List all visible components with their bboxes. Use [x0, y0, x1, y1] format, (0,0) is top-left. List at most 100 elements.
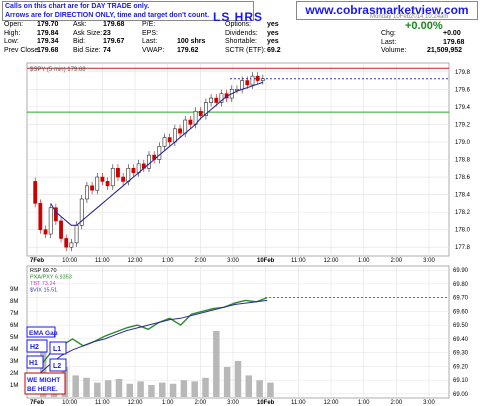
- dividends-label: Dividends:: [225, 29, 258, 37]
- price-candle: [74, 224, 79, 244]
- volume-bar: [180, 380, 188, 397]
- last-value: 179.68: [443, 38, 465, 46]
- price-x-tick-label: 2:00: [194, 258, 206, 264]
- price-axis-ticks: 177.8 178.0 178.2 178.4 178.6 178.8 179.0 179.2…: [455, 70, 471, 251]
- price-candle: [53, 207, 58, 222]
- pct-change: +0.00%: [405, 20, 443, 32]
- price-x-tick-label: 12:00: [323, 258, 339, 264]
- price-candle: [90, 185, 94, 191]
- price-candle: [33, 181, 38, 204]
- price-candle: [121, 176, 126, 182]
- price-candle: [204, 102, 208, 116]
- h2-label: H2: [30, 344, 39, 351]
- indicator-x-tick-label: 7Feb: [30, 400, 44, 406]
- volume-bar: [245, 375, 253, 397]
- price-candle: [69, 242, 74, 248]
- price-candle: [209, 97, 213, 103]
- price-candle: [162, 137, 167, 147]
- ask-value: 179.68: [103, 21, 125, 28]
- price-x-tick-label: 11:00: [95, 258, 110, 264]
- volume-bar: [213, 331, 220, 397]
- quote-col-2: Ask: 179.68 Ask Size: 23 Bid: 179.67 Bid…: [73, 21, 124, 55]
- volume-tick-label: 6M: [10, 323, 18, 329]
- price-candle: [43, 229, 48, 235]
- price-candle: [116, 167, 120, 178]
- legend-entry: RSP 69.70: [30, 268, 57, 274]
- shortable-label: Shortable:: [225, 38, 257, 46]
- price-candle: [95, 176, 100, 191]
- indicator-x-tick-label: 1:00: [162, 400, 174, 406]
- price-candle: [131, 167, 136, 173]
- rsp-line: [39, 296, 268, 367]
- volume-bar: [94, 382, 101, 397]
- legend-entry: $VIX 15.51: [30, 288, 57, 294]
- low-label: Low:: [4, 38, 19, 46]
- bid-value: 179.67: [103, 38, 125, 46]
- high-label: High:: [4, 29, 21, 37]
- ask-label: Ask:: [73, 21, 87, 28]
- price-candle: [198, 110, 203, 116]
- price-candle: [214, 97, 219, 103]
- quote-col-5: Chg: +0.00 Last: 179.68 Volume: 21,509,9…: [381, 30, 464, 56]
- warning-line-1: WE MIGHT: [27, 377, 60, 384]
- price-y-tick-label: 178.4: [455, 193, 471, 199]
- h1-box: [26, 355, 44, 369]
- pe-label: P/E:: [142, 21, 156, 28]
- volume-tick-label: 5M: [10, 335, 18, 341]
- price-candle: [105, 181, 110, 187]
- l1-box: [49, 341, 67, 355]
- indicator-x-tick-label: 3:00: [423, 400, 435, 406]
- volume-bar: [115, 379, 123, 397]
- warning-line-2: BE HERE.: [27, 386, 58, 393]
- volume-bar: [267, 382, 274, 397]
- quote-col-4: Options: yes Dividends: yes Shortable: y…: [225, 21, 281, 55]
- price-candle: [126, 167, 131, 182]
- volume-bar: [169, 383, 177, 397]
- price-candle: [219, 93, 224, 103]
- price-panel-label: $SPY (5 min) 179.68: [30, 67, 86, 73]
- volume-value: 21,509,952: [427, 47, 463, 55]
- price-y-tick-label: 179.6: [455, 87, 471, 93]
- price-candle: [245, 80, 250, 86]
- volume-tick-label: 8M: [10, 299, 18, 305]
- price-y-tick-label: 179.4: [455, 105, 471, 111]
- price-candle: [178, 128, 182, 134]
- price-candle: [79, 198, 84, 226]
- price-candle: [100, 176, 105, 182]
- ticker-symbol: LS HRS: [213, 10, 264, 24]
- sctr-label: SCTR (ETF):: [225, 46, 266, 54]
- indicator-x-tick-label: 1:00: [358, 400, 370, 406]
- indicator-x-tick-label: 2:00: [194, 400, 206, 406]
- indicator-x-tick-label: 12:00: [127, 400, 143, 406]
- price-x-tick-label: 11:00: [291, 258, 306, 264]
- price-candle: [38, 203, 43, 230]
- chg-label: Chg:: [381, 30, 396, 37]
- price-candle: [250, 75, 255, 86]
- volume-tick-label: 7M: [10, 311, 18, 317]
- high-value: 179.84: [37, 29, 59, 37]
- indicator-y-tick-label: 69.00: [453, 392, 469, 398]
- indicator-x-tick-label: 10:00: [62, 400, 78, 406]
- indicator-x-tick-label: 11:00: [95, 400, 110, 406]
- l2-box: [49, 358, 67, 372]
- price-x-tick-label: 7Feb: [30, 258, 44, 264]
- volume-tick-label: 1M: [10, 383, 18, 389]
- price-grid: [27, 63, 449, 256]
- price-y-tick-label: 178.2: [455, 210, 471, 216]
- chg-value: +0.00: [443, 30, 461, 37]
- vwap-value: 179.62: [177, 46, 199, 54]
- price-x-tick-label: 10:00: [62, 258, 78, 264]
- volume-bar: [148, 385, 155, 397]
- volume-bar: [191, 381, 198, 397]
- indicator-x-tick-label: 3:00: [227, 400, 239, 406]
- volume-bar: [137, 381, 144, 397]
- price-candle: [188, 119, 193, 125]
- price-candle: [48, 207, 53, 235]
- sctr-value: 69.2: [267, 46, 281, 54]
- website-link[interactable]: www.cobrasmarketview.com: [296, 1, 478, 20]
- price-candle: [255, 75, 260, 81]
- bid-size-value: 74: [103, 46, 111, 54]
- price-y-tick-label: 179.2: [455, 122, 471, 128]
- price-y-tick-label: 178.8: [455, 158, 471, 164]
- volume-label: Volume:: [381, 47, 407, 55]
